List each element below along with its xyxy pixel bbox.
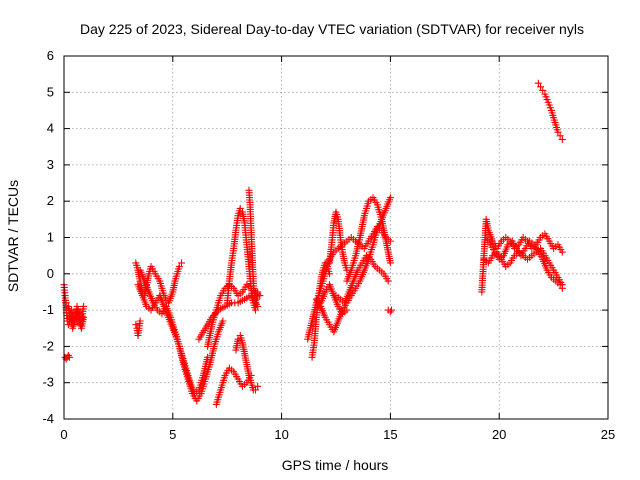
x-tick-label: 10 — [274, 427, 288, 442]
data-point — [175, 263, 183, 271]
y-tick-label: -3 — [42, 375, 54, 390]
y-tick-label: -2 — [42, 338, 54, 353]
data-point — [234, 335, 242, 343]
data-series — [332, 252, 392, 307]
data-point — [80, 313, 88, 321]
data-point — [554, 128, 562, 136]
data-point — [132, 321, 140, 329]
data-point — [384, 277, 392, 285]
y-tick-label: 5 — [47, 84, 54, 99]
y-tick-label: 2 — [47, 193, 54, 208]
data-point — [65, 353, 73, 361]
axis-ticks — [63, 55, 609, 420]
data-series — [384, 306, 395, 316]
y-tick-label: -4 — [42, 411, 54, 426]
data-points — [60, 79, 566, 408]
y-tick-label: 4 — [47, 121, 54, 136]
data-point — [558, 135, 566, 143]
data-series — [195, 292, 262, 343]
data-point — [251, 306, 259, 314]
data-point — [539, 86, 547, 94]
data-point — [80, 302, 88, 310]
data-point — [136, 317, 144, 325]
y-tick-label: 0 — [47, 266, 54, 281]
data-point — [558, 284, 566, 292]
data-point — [251, 386, 259, 394]
x-tick-label: 15 — [383, 427, 397, 442]
data-series — [232, 332, 262, 394]
data-point — [236, 204, 244, 212]
data-point — [178, 259, 186, 267]
chart-title: Day 225 of 2023, Sidereal Day-to-day VTE… — [80, 21, 584, 37]
data-point — [556, 281, 564, 289]
data-series — [343, 194, 394, 285]
data-point — [387, 306, 395, 314]
y-tick-label: -1 — [42, 302, 54, 317]
data-point — [386, 194, 394, 202]
data-series — [317, 281, 351, 318]
data-series — [478, 215, 566, 296]
data-point — [211, 310, 219, 318]
data-point — [254, 302, 262, 310]
x-tick-label: 25 — [601, 427, 615, 442]
data-point — [386, 259, 394, 267]
data-series — [61, 351, 73, 363]
x-tick-labels: 0 5 10 15 20 25 — [60, 427, 615, 442]
data-point — [558, 248, 566, 256]
data-series — [482, 234, 566, 292]
data-point — [254, 382, 262, 390]
data-series — [534, 79, 566, 143]
data-point — [537, 83, 545, 91]
data-series — [132, 317, 144, 340]
x-tick-label: 20 — [492, 427, 506, 442]
data-series — [325, 208, 351, 274]
data-point — [219, 317, 227, 325]
plot-frame — [63, 55, 609, 420]
y-tick-labels: -4 -3 -2 -1 0 1 2 3 4 5 6 — [42, 48, 54, 426]
y-tick-label: 6 — [47, 48, 54, 63]
y-tick-label: 1 — [47, 230, 54, 245]
data-series — [62, 299, 88, 332]
x-tick-label: 5 — [169, 427, 176, 442]
grid-lines — [64, 56, 608, 419]
data-point — [343, 306, 351, 314]
data-series — [480, 244, 566, 289]
data-point — [325, 270, 333, 278]
data-series — [136, 266, 227, 405]
x-axis-label: GPS time / hours — [282, 457, 389, 473]
y-axis-label: SDTVAR / TECUs — [5, 180, 21, 292]
data-point — [254, 288, 262, 296]
y-tick-label: 3 — [47, 157, 54, 172]
data-point — [556, 132, 564, 140]
data-point — [534, 79, 542, 87]
x-tick-label: 0 — [60, 427, 67, 442]
